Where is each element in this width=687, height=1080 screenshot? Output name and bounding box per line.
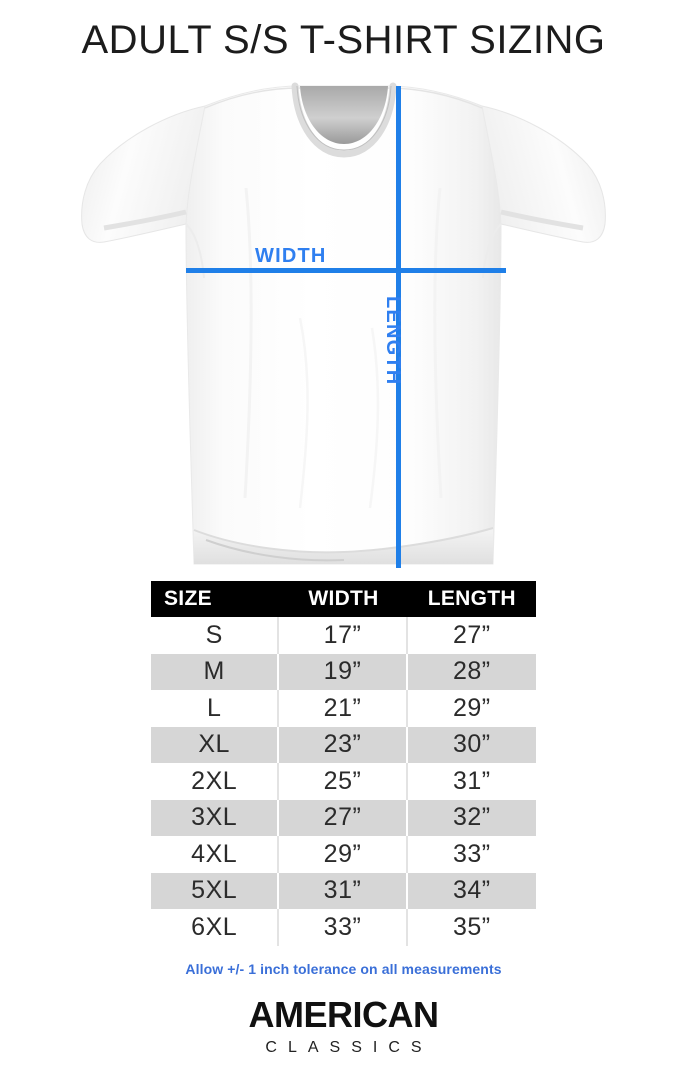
table-row: 4XL 29” 33”	[151, 836, 536, 873]
table-row: M 19” 28”	[151, 653, 536, 690]
logo-primary-text: AMERICAN	[248, 994, 440, 1035]
page-title: ADULT S/S T-SHIRT SIZING	[81, 18, 606, 62]
collar	[291, 82, 397, 158]
cell-length: 35”	[407, 909, 536, 946]
table-row: L 21” 29”	[151, 690, 536, 727]
cell-width: 27”	[279, 799, 408, 836]
column-header-width: WIDTH	[279, 581, 408, 617]
cell-length: 28”	[407, 653, 536, 690]
tolerance-note: Allow +/- 1 inch tolerance on all measur…	[185, 961, 502, 977]
cell-size: 5XL	[151, 872, 280, 909]
cell-width: 33”	[279, 909, 408, 946]
size-table: SIZE WIDTH LENGTH S 17” 27” M 19” 28” L …	[151, 581, 536, 946]
cell-length: 33”	[407, 836, 536, 873]
table-header-row: SIZE WIDTH LENGTH	[151, 581, 536, 617]
cell-width: 23”	[279, 726, 408, 763]
cell-size: 2XL	[151, 763, 280, 800]
cell-size: 4XL	[151, 836, 280, 873]
brand-logo: AMERICAN CLASSICS	[0, 997, 687, 1056]
column-header-length: LENGTH	[407, 581, 536, 617]
neck-opening	[300, 86, 388, 144]
cell-size: 6XL	[151, 909, 280, 946]
cell-length: 34”	[407, 872, 536, 909]
cell-width: 21”	[279, 690, 408, 727]
table-row: S 17” 27”	[151, 617, 536, 654]
length-guide-line	[396, 86, 401, 568]
cell-length: 31”	[407, 763, 536, 800]
cell-size: 3XL	[151, 799, 280, 836]
cell-width: 17”	[279, 617, 408, 654]
cell-size: M	[151, 653, 280, 690]
width-label: WIDTH	[255, 245, 327, 267]
cell-length: 29”	[407, 690, 536, 727]
logo-secondary-text: CLASSICS	[265, 1039, 433, 1056]
length-label: LENGTH	[382, 296, 404, 386]
shirt-body	[185, 85, 502, 565]
cell-width: 25”	[279, 763, 408, 800]
table-row: 5XL 31” 34”	[151, 872, 536, 909]
cell-size: L	[151, 690, 280, 727]
cell-length: 27”	[407, 617, 536, 654]
table-row: 6XL 33” 35”	[151, 909, 536, 946]
tshirt-graphic-icon	[81, 82, 606, 565]
width-guide-line	[186, 268, 506, 273]
table-row: 3XL 27” 32”	[151, 799, 536, 836]
cell-length: 30”	[407, 726, 536, 763]
table-row: 2XL 25” 31”	[151, 763, 536, 800]
cell-size: XL	[151, 726, 280, 763]
tshirt-illustration: WIDTH LENGTH	[0, 78, 687, 578]
table-row: XL 23” 30”	[151, 726, 536, 763]
cell-width: 19”	[279, 653, 408, 690]
column-header-size: SIZE	[151, 581, 280, 617]
cell-width: 29”	[279, 836, 408, 873]
table-body: S 17” 27” M 19” 28” L 21” 29” XL 23” 30”…	[151, 617, 536, 946]
cell-length: 32”	[407, 799, 536, 836]
cell-size: S	[151, 617, 280, 654]
cell-width: 31”	[279, 872, 408, 909]
